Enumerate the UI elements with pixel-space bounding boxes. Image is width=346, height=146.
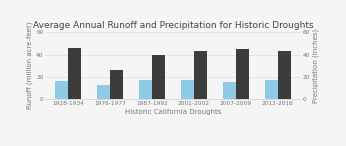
Bar: [265, 80, 278, 99]
Bar: [278, 51, 291, 99]
Y-axis label: Precipitation (inches): Precipitation (inches): [313, 29, 319, 103]
Bar: [110, 70, 122, 99]
Y-axis label: Runoff (million acre-feet): Runoff (million acre-feet): [27, 22, 33, 110]
Bar: [139, 80, 152, 99]
Bar: [98, 85, 110, 99]
Title: Average Annual Runoff and Precipitation for Historic Droughts: Average Annual Runoff and Precipitation …: [33, 21, 313, 30]
Bar: [68, 48, 81, 99]
Bar: [236, 49, 248, 99]
Bar: [152, 54, 165, 99]
Bar: [194, 51, 207, 99]
Bar: [181, 80, 194, 99]
Bar: [55, 81, 68, 99]
X-axis label: Historic California Droughts: Historic California Droughts: [125, 109, 221, 115]
Bar: [224, 82, 236, 99]
